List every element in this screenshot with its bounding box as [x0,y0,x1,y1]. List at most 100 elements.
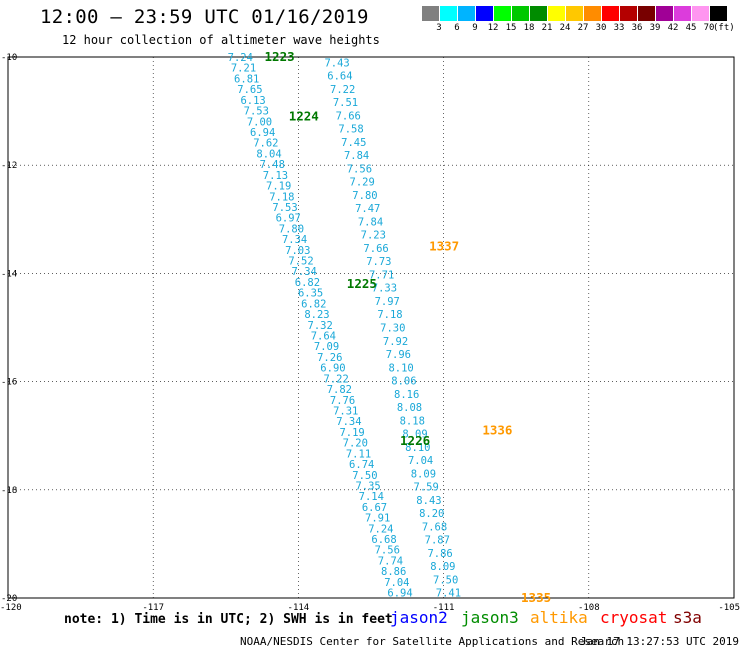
swh-point-jason3: 6.82 [301,298,326,310]
pass-number-label: 1225 [347,276,377,291]
legend-label: 30 [595,23,607,33]
y-tick-label: -18 [1,486,17,496]
x-tick-label: -114 [288,603,310,613]
sat-label-s3a: s3a [673,608,702,627]
swh-point-jason3: 7.00 [247,116,272,128]
swh-point-altika: 7.66 [363,243,388,255]
swh-point-altika: 7.71 [369,269,394,281]
y-tick-label: -20 [1,594,17,604]
swh-point-altika: 7.59 [414,482,439,494]
swh-point-jason3: 6.82 [295,277,320,289]
legend-label: 27 [577,23,589,33]
swh-point-jason3: 6.97 [276,213,301,225]
legend-label: 18 [523,23,535,33]
swh-point-jason3: 7.32 [308,320,333,332]
swh-point-jason3: 7.91 [365,513,390,525]
swh-point-jason3: 7.50 [352,470,377,482]
sat-label-cryosat: cryosat [600,608,668,627]
swh-point-jason3: 7.18 [269,191,294,203]
swh-point-altika: 8.09 [402,429,427,441]
legend-swatch [620,6,637,21]
x-tick-label: -117 [142,603,164,613]
sat-label-altika: altika [530,608,588,627]
x-tick-label: -108 [578,603,600,613]
swh-point-jason3: 6.81 [234,73,259,85]
legend-label: 24 [559,23,571,33]
swh-point-jason3: 7.56 [375,545,400,557]
swh-point-jason3: 7.19 [339,427,364,439]
swh-point-altika: 7.45 [341,137,366,149]
swh-point-jason3: 7.34 [292,266,317,278]
swh-point-jason3: 7.13 [263,170,288,182]
generated-timestamp: Jan 17 13:27:53 UTC 2019 [580,635,739,648]
swh-point-jason3: 7.53 [272,202,297,214]
pass-number-label: 1337 [429,238,459,253]
swh-point-jason3: 7.22 [324,373,349,385]
legend-label: 36 [631,23,643,33]
legend-swatch [584,6,601,21]
legend-label: 15 [505,23,517,33]
legend-unit: (ft) [713,23,735,33]
legend-swatch [458,6,475,21]
swh-point-altika: 7.50 [433,574,458,586]
pass-number-label: 1226 [400,433,430,448]
swh-point-jason3: 7.26 [317,352,342,364]
swh-point-jason3: 6.35 [298,288,323,300]
x-tick-label: -111 [433,603,455,613]
legend-label: 21 [541,23,553,33]
swh-point-jason3: 7.80 [279,223,304,235]
y-tick-label: -16 [1,378,17,388]
swh-point-altika: 7.80 [352,190,377,202]
legend-swatch [494,6,511,21]
x-tick-label: -105 [718,603,740,613]
swh-point-jason3: 7.65 [237,84,262,96]
legend-swatch [548,6,565,21]
swh-point-altika: 8.16 [394,389,419,401]
swh-point-jason3: 7.64 [311,331,336,343]
legend-label: 42 [667,23,679,33]
pass-number-label: 1223 [265,49,295,64]
swh-point-jason3: 6.94 [387,588,412,600]
swh-point-jason3: 8.04 [256,148,281,160]
swh-point-jason3: 7.74 [378,555,403,567]
swh-point-altika: 7.56 [347,163,372,175]
swh-point-jason3: 7.14 [359,491,384,503]
swh-point-jason3: 7.34 [336,416,361,428]
swh-point-altika: 7.84 [344,150,369,162]
y-tick-label: -12 [1,161,17,171]
legend-swatch [638,6,655,21]
legend-label: 6 [454,23,460,33]
swh-point-jason3: 7.31 [333,405,358,417]
swh-point-jason3: 7.52 [288,256,313,268]
swh-point-altika: 7.92 [383,336,408,348]
swh-point-altika: 8.06 [391,376,416,388]
swh-point-altika: 7.97 [375,296,400,308]
legend-swatch [566,6,583,21]
swh-point-jason3: 7.09 [314,341,339,353]
swh-point-jason3: 7.24 [228,52,253,64]
legend-swatch [476,6,493,21]
swh-point-altika: 7.96 [386,349,411,361]
swh-point-jason3: 7.62 [253,138,278,150]
legend-label: 3 [436,23,442,33]
legend-swatch [422,6,439,21]
swh-point-altika: 7.66 [336,110,361,122]
swh-point-jason3: 7.53 [244,106,269,118]
swh-point-altika: 7.68 [422,521,447,533]
legend-swatch [710,6,727,21]
swh-point-jason3: 7.04 [384,577,409,589]
swh-point-altika: 8.09 [430,561,455,573]
swh-point-altika: 8.08 [397,402,422,414]
legend-swatch [512,6,529,21]
x-tick-label: -120 [0,603,22,613]
legend-label: 45 [685,23,697,33]
swh-point-altika: 7.41 [436,588,461,600]
swh-point-jason3: 7.20 [343,438,368,450]
chart-subtitle: 12 hour collection of altimeter wave hei… [62,33,380,47]
swh-point-altika: 8.20 [419,508,444,520]
legend-label: 12 [487,23,499,33]
swh-point-altika: 7.33 [372,283,397,295]
swh-point-altika: 7.29 [350,177,375,189]
y-tick-label: -10 [1,53,17,63]
swh-point-altika: 7.51 [333,97,358,109]
